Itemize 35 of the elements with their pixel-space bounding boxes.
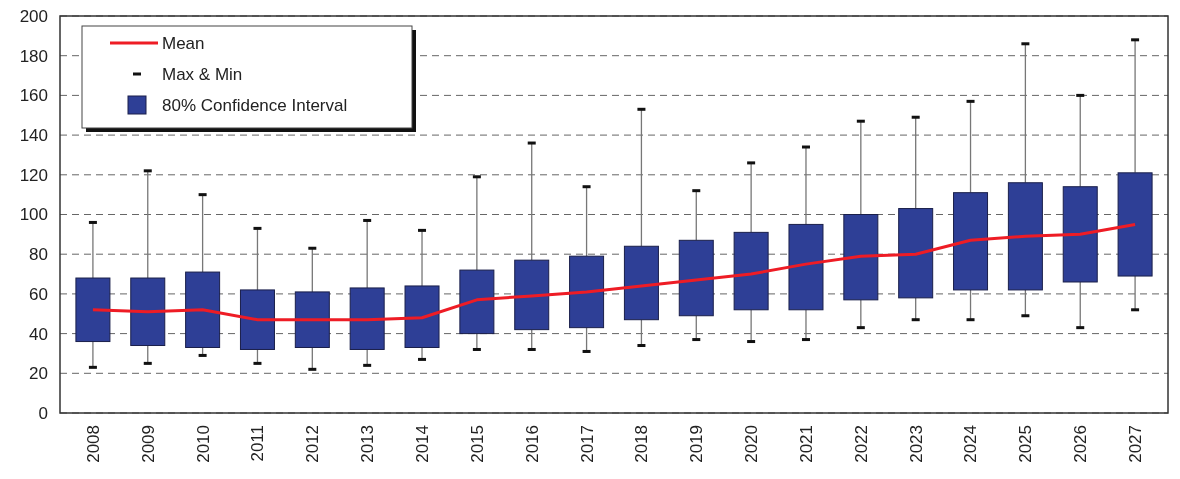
line-series <box>91 222 1137 322</box>
x-tick-label: 2020 <box>742 425 762 463</box>
x-tick-label: 2019 <box>687 425 707 463</box>
x-tick-label: 2023 <box>906 425 926 463</box>
y-tick-label: 120 <box>19 165 48 185</box>
legend-label: Max & Min <box>162 64 243 84</box>
y-tick-label: 180 <box>19 46 48 66</box>
x-tick-label: 2022 <box>851 425 871 463</box>
x-tick-label: 2011 <box>248 425 268 462</box>
x-tick-label: 2025 <box>1016 425 1036 463</box>
x-tick-label: 2009 <box>138 425 158 463</box>
x-tick-label: 2014 <box>412 425 432 463</box>
x-tick-label: 2017 <box>577 425 597 463</box>
x-tick-label: 2018 <box>632 425 652 463</box>
x-tick-label: 2008 <box>83 425 103 463</box>
x-tick-label: 2010 <box>193 425 213 463</box>
x-tick-label: 2026 <box>1071 425 1091 463</box>
y-tick-label: 0 <box>38 403 48 423</box>
x-tick-label: 2013 <box>358 425 378 463</box>
y-tick-label: 200 <box>19 6 48 26</box>
y-tick-label: 160 <box>19 86 48 106</box>
x-tick-label: 2016 <box>522 425 542 463</box>
x-tick-label: 2012 <box>303 425 323 463</box>
x-tick-label: 2024 <box>961 425 981 463</box>
y-tick-label: 100 <box>19 205 48 225</box>
y-tick-label: 140 <box>19 126 48 146</box>
y-tick-label: 20 <box>29 364 48 384</box>
legend-label: 80% Confidence Interval <box>162 95 348 115</box>
x-tick-label: 2027 <box>1126 425 1146 463</box>
y-tick-label: 40 <box>29 324 48 344</box>
x-tick-label: 2015 <box>467 425 487 463</box>
x-tick-label: 2021 <box>796 425 816 463</box>
y-tick-label: 60 <box>29 284 48 304</box>
legend-label: Mean <box>162 33 205 53</box>
y-tick-label: 80 <box>29 245 48 265</box>
